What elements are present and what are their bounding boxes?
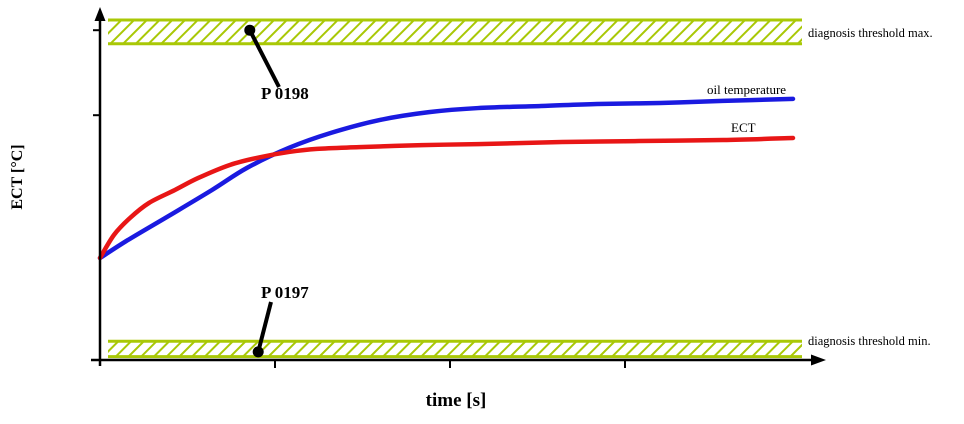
fault-marker-dot	[252, 346, 264, 358]
fault-leader-line	[248, 29, 281, 88]
x-axis-label: time [s]	[425, 390, 487, 411]
axes-layer	[91, 7, 826, 368]
fault-markers-layer	[244, 24, 281, 358]
fault-marker-dot	[244, 24, 256, 36]
curve-ect	[97, 135, 796, 261]
fault-code-p0197: P 0197	[261, 283, 309, 302]
x-axis-arrow	[811, 354, 826, 366]
curve-oil-temperature	[97, 96, 796, 261]
fault-leader-line	[256, 301, 273, 353]
threshold-label-min: diagnosis threshold min.	[808, 334, 931, 348]
threshold-band-max	[108, 20, 802, 44]
threshold-bands-layer	[108, 18, 802, 359]
series-label-ect: ECT	[731, 120, 756, 135]
threshold-label-max: diagnosis threshold max.	[808, 26, 933, 40]
threshold-band-min	[108, 341, 802, 357]
series-label-oil-temperature: oil temperature	[707, 82, 787, 97]
fault-code-p0198: P 0198	[261, 84, 309, 103]
y-axis-label: ECT [°C]	[9, 144, 26, 210]
series-layer	[97, 96, 796, 261]
y-axis-arrow	[94, 7, 106, 21]
